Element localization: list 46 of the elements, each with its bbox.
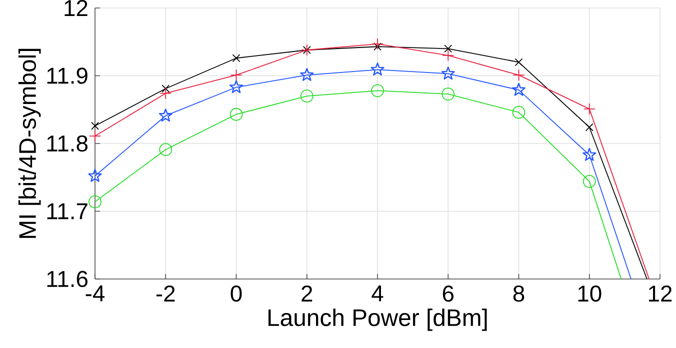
point [442,88,455,100]
point [514,58,523,66]
point [300,90,314,103]
x-tick-label: 10 [578,286,602,302]
point [585,123,594,132]
point [512,106,526,119]
y-tick-label: 11.6 [47,270,88,288]
y-tick-label: 11.7 [47,203,88,220]
x-tick-label: -4 [86,286,105,302]
point [512,69,525,82]
point [232,54,240,62]
x-axis-title: Launch Power [dBm] [268,308,487,331]
y-axis-title: MI [bit/4D-symbol] [18,48,41,238]
x-tick-label: 2 [302,286,312,302]
point [442,49,454,62]
point [229,80,244,94]
point [582,174,596,188]
point [371,84,384,98]
x-tick-label: 0 [230,286,242,302]
y-tick-label: 11.8 [47,135,88,152]
point [441,66,455,80]
y-tick-label: 12 [64,0,88,16]
point [230,69,242,82]
point [372,38,384,50]
x-tick-label: 4 [372,286,384,302]
point [162,84,170,93]
point [89,130,101,142]
point [230,108,243,121]
point [583,102,596,115]
point [444,44,452,53]
x-tick-label: -2 [156,286,175,302]
point [512,82,526,96]
y-tick-label: 11.9 [47,68,88,84]
point [160,87,172,100]
x-tick-label: 8 [513,286,524,302]
point [88,168,102,182]
point [374,42,382,51]
point [91,122,99,130]
x-tick-label: 12 [649,286,672,302]
point [300,68,314,81]
point [158,108,172,122]
x-tick-label: 6 [442,286,454,302]
point [582,148,596,161]
point [159,143,172,156]
point [88,195,102,208]
point [370,62,384,76]
